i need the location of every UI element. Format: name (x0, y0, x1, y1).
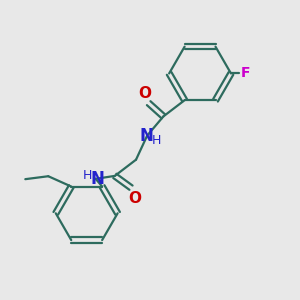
Text: F: F (240, 66, 250, 80)
Text: O: O (139, 86, 152, 101)
Text: N: N (90, 170, 104, 188)
Text: H: H (83, 169, 92, 182)
Text: H: H (152, 134, 161, 147)
Text: N: N (140, 127, 154, 145)
Text: O: O (128, 190, 141, 206)
